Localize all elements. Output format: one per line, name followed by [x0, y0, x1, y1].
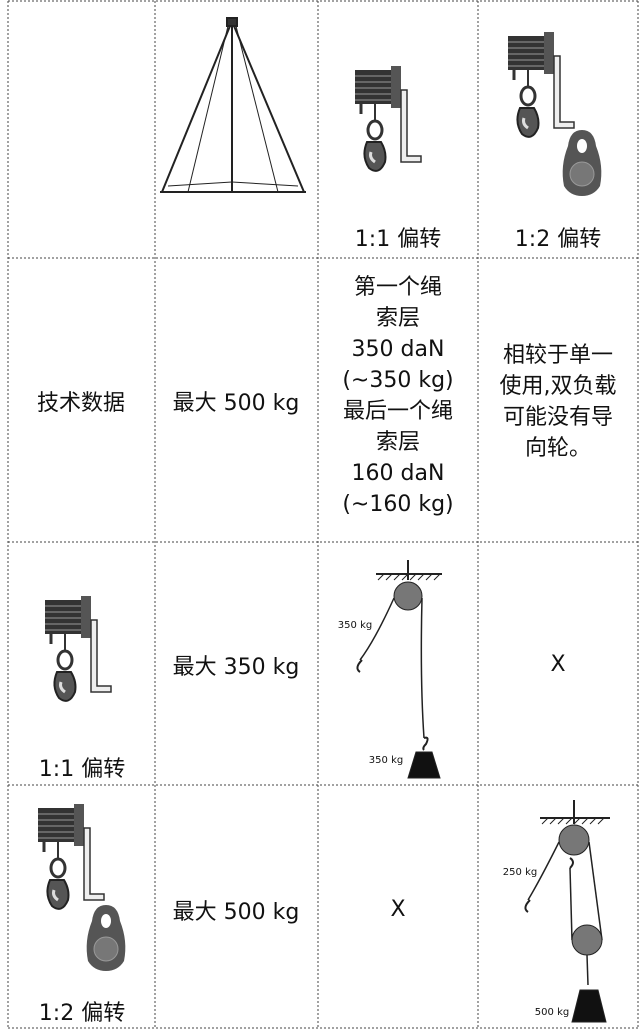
cell-text: X [390, 897, 405, 922]
cell-text: 最大 500 kg [173, 900, 300, 925]
text-line: 相较于单一 [503, 343, 613, 368]
winch-icon [36, 802, 106, 911]
column-header: 1:1 偏转 [355, 227, 441, 252]
cell-text: 最大 350 kg [173, 655, 300, 680]
pulley-block-icon [562, 129, 602, 197]
text-line: 向轮。 [525, 436, 591, 461]
row-header: 技术数据 [37, 391, 125, 416]
row-header: 1:1 偏转 [39, 757, 125, 782]
winch-icon [506, 30, 576, 139]
cell-text: X [550, 652, 565, 677]
text-line: 第一个绳 [354, 275, 442, 300]
diagram-label: 350 kg [338, 620, 372, 631]
winch-icon [353, 64, 423, 173]
text-line: (~350 kg) [342, 368, 453, 393]
text-line: 最后一个绳 [343, 399, 453, 424]
text-line: 350 daN [352, 337, 445, 362]
text-line: 索层 [376, 306, 420, 331]
text-line: 使用,双负载 [500, 374, 617, 399]
text-line: (~160 kg) [342, 492, 453, 517]
text-line: 160 daN [352, 461, 445, 486]
pulley-diagram [356, 560, 442, 779]
tripod [160, 17, 306, 193]
pulley-diagram [524, 800, 610, 1023]
text-line: 可能没有导 [503, 405, 613, 430]
diagram-label: 250 kg [503, 867, 537, 878]
diagram-label: 350 kg [369, 755, 403, 766]
column-header: 1:2 偏转 [515, 227, 601, 252]
table-grid [7, 0, 639, 1029]
winch-icon [43, 594, 113, 703]
cell-text: 最大 500 kg [173, 391, 300, 416]
text-line: 索层 [376, 430, 420, 455]
pulley-block-icon [86, 904, 126, 972]
diagram-label: 500 kg [535, 1007, 569, 1018]
row-header: 1:2 偏转 [39, 1001, 125, 1026]
